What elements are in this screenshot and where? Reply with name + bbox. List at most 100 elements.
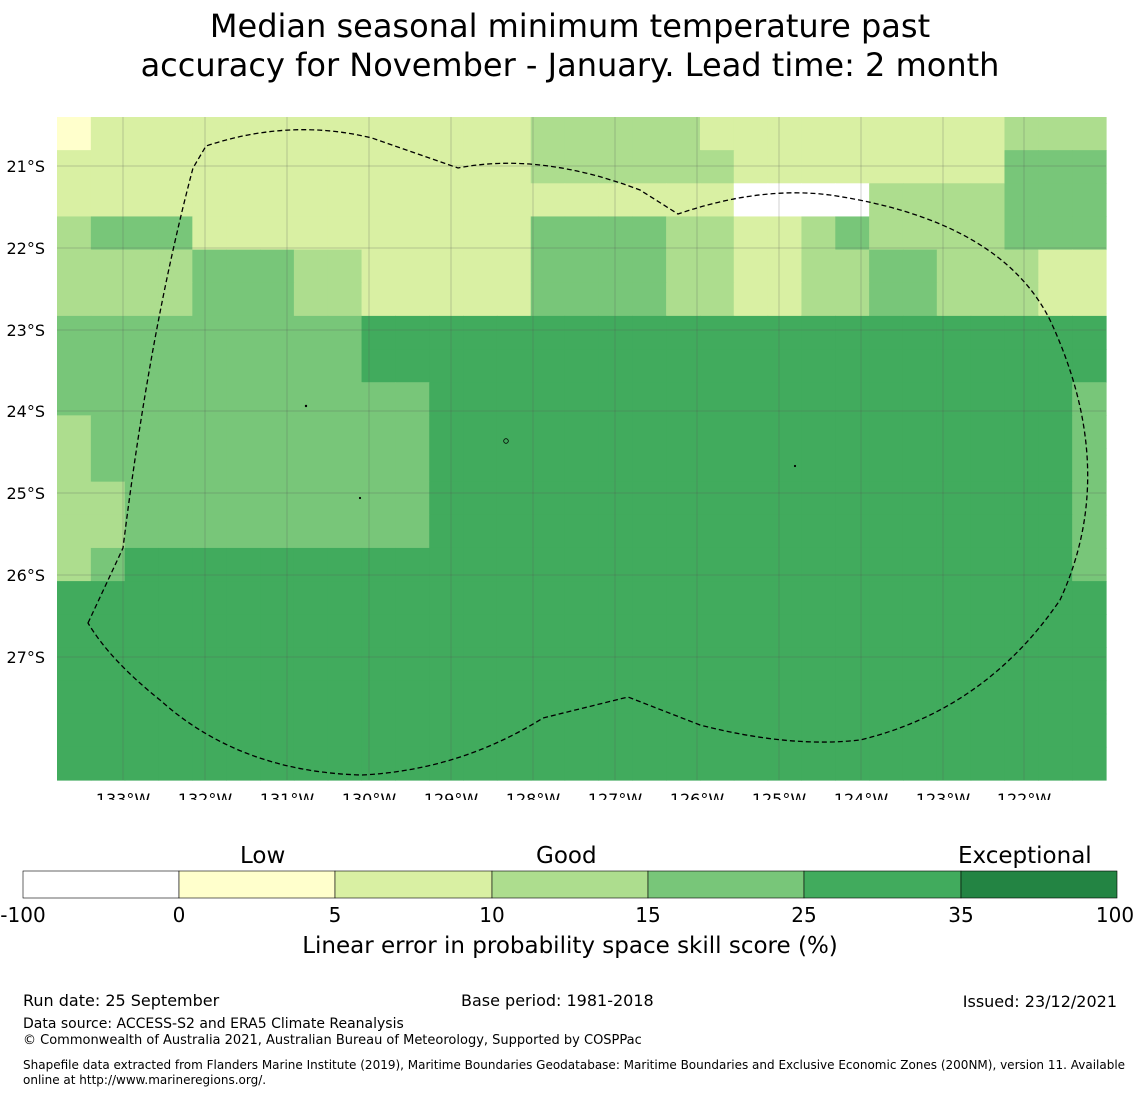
map-cell	[835, 382, 870, 416]
map-cell	[158, 547, 193, 582]
map-cell	[327, 415, 363, 450]
map-cell	[902, 481, 938, 516]
map-cell	[496, 183, 532, 218]
map-cell	[598, 614, 633, 648]
map-cell	[57, 150, 92, 184]
map-cell	[124, 746, 160, 781]
map-cell	[226, 746, 261, 781]
map-cell	[936, 746, 972, 781]
map-cell	[192, 680, 227, 715]
map-cell	[226, 150, 261, 184]
map-cell	[1072, 481, 1107, 516]
map-cell	[327, 547, 363, 582]
map-cell	[327, 382, 363, 416]
map-cell	[902, 614, 938, 648]
map-cell	[158, 315, 193, 350]
map-cell	[463, 150, 498, 184]
map-cell	[463, 415, 498, 450]
map-cell	[835, 614, 870, 648]
map-cell	[226, 481, 261, 516]
map-cell	[936, 382, 972, 416]
map-cell	[835, 150, 870, 184]
map-cell	[666, 183, 701, 218]
map-cell	[90, 183, 126, 218]
map-cell	[293, 581, 329, 615]
map-cell	[1072, 216, 1107, 251]
map-cell	[158, 680, 193, 715]
map-cell	[632, 547, 667, 582]
map-cell	[970, 481, 1006, 516]
map-cell	[361, 581, 396, 615]
map-cell	[327, 249, 363, 284]
map-cell	[699, 713, 735, 748]
colorbar-label: Linear error in probability space skill …	[302, 933, 838, 959]
map-cell	[429, 680, 464, 715]
colorbar-swatch	[803, 870, 962, 899]
map-cell	[632, 680, 667, 715]
map-cell	[733, 117, 769, 151]
map-cell	[767, 514, 803, 549]
map-cell	[192, 183, 227, 218]
map-cell	[429, 581, 464, 615]
map-cell	[260, 581, 295, 615]
map-cell	[699, 282, 735, 317]
map-cell	[395, 514, 430, 549]
map-cell	[970, 415, 1006, 450]
map-cell	[936, 282, 972, 317]
map-cell	[158, 581, 193, 615]
map-cell	[124, 249, 160, 284]
map-cell	[564, 282, 600, 317]
map-cell	[361, 481, 396, 516]
map-cell	[970, 581, 1006, 615]
map-cell	[260, 448, 295, 483]
map-cell	[666, 282, 701, 317]
map-cell	[90, 514, 126, 549]
map-cell	[869, 514, 904, 549]
map-cell	[90, 117, 126, 151]
map-cell	[192, 746, 227, 781]
map-cell	[835, 448, 870, 483]
map-cell	[936, 680, 972, 715]
map-cell	[226, 581, 261, 615]
latitude-label: 23°S	[6, 321, 45, 340]
map-cell	[530, 614, 566, 648]
map-cell	[226, 349, 261, 383]
map-cell	[90, 382, 126, 416]
map-cell	[699, 249, 735, 284]
latitude-label: 26°S	[6, 566, 45, 585]
map-cell	[124, 282, 160, 317]
map-cell	[869, 249, 904, 284]
map-cell	[699, 448, 735, 483]
shapefile-credit-line-2: online at http://www.marineregions.org/.	[23, 1073, 267, 1087]
map-cell	[733, 415, 769, 450]
map-cell	[632, 249, 667, 284]
map-cell	[57, 514, 92, 549]
map-cell	[902, 117, 938, 151]
chart-title-line-1: Median seasonal minimum temperature past	[209, 7, 931, 45]
map-cell	[124, 150, 160, 184]
map-cell	[801, 282, 836, 317]
map-cell	[226, 249, 261, 284]
colorbar-swatch	[960, 870, 1118, 899]
map-cell	[1072, 282, 1107, 317]
map-cell	[57, 647, 92, 682]
map-cell	[124, 547, 160, 582]
map-cell	[57, 249, 92, 284]
map-cell	[902, 514, 938, 549]
map-cell	[869, 614, 904, 648]
map-cell	[429, 415, 464, 450]
eez-boundary	[87, 129, 1089, 776]
map-cell	[361, 249, 396, 284]
map-cell	[124, 713, 160, 748]
map-cell	[767, 249, 803, 284]
map-cell	[1072, 680, 1107, 715]
map-cell	[869, 680, 904, 715]
map-cell	[192, 448, 227, 483]
map-cell	[192, 415, 227, 450]
map-cell	[395, 448, 430, 483]
map-cell	[936, 514, 972, 549]
map-cell	[226, 216, 261, 251]
map-cell	[429, 315, 464, 350]
map-cell	[632, 349, 667, 383]
map-cell	[1038, 216, 1073, 251]
